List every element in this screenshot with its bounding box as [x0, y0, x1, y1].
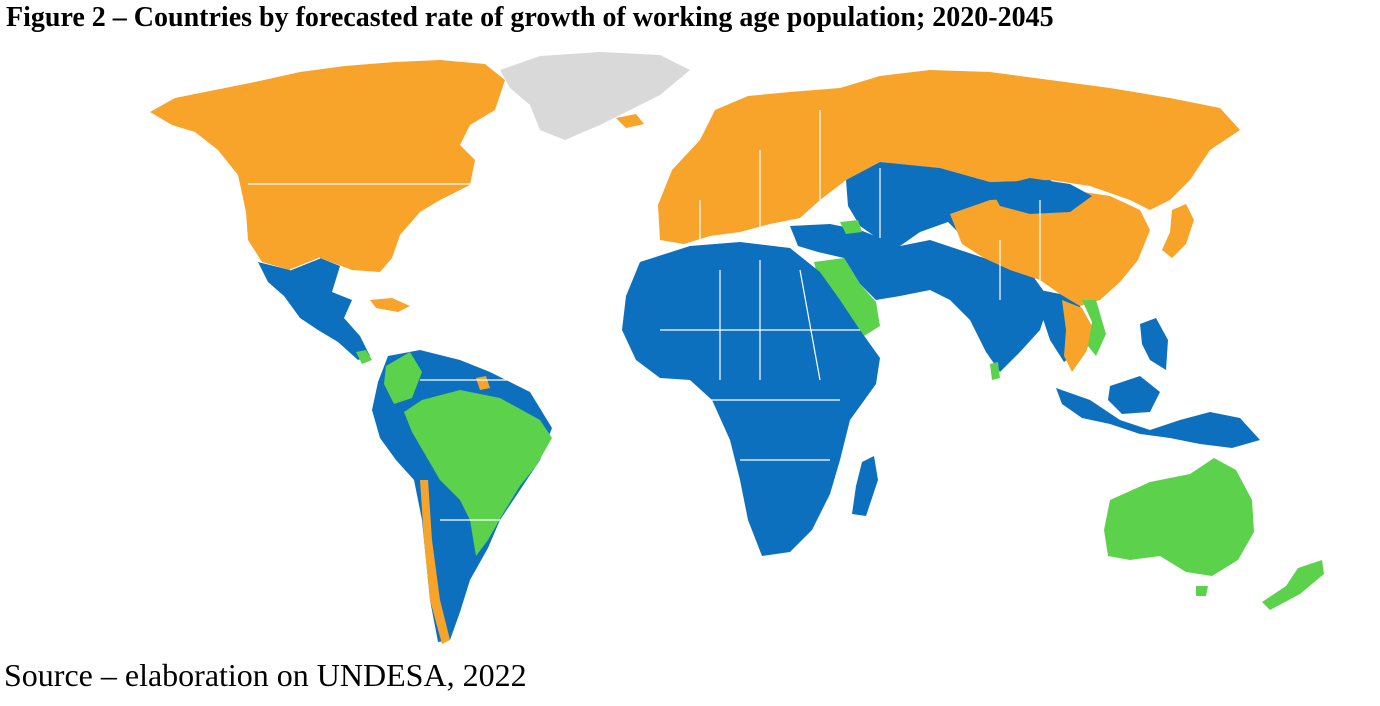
figure-source: Source – elaboration on UNDESA, 2022	[4, 657, 527, 693]
figure-title: Figure 2 – Countries by forecasted rate …	[6, 2, 1054, 33]
north-america-region	[150, 60, 505, 272]
mongolia-blue	[990, 178, 1092, 214]
japan-orange	[1162, 204, 1194, 258]
sri-lanka-green	[990, 362, 1000, 380]
tasmania-green	[1196, 586, 1208, 596]
caribbean-islands	[370, 298, 410, 312]
new-zealand-green	[1262, 560, 1324, 610]
madagascar	[852, 456, 878, 516]
central-america-green	[356, 350, 372, 364]
greenland-region	[500, 52, 690, 140]
philippines	[1140, 318, 1168, 370]
colombia-green	[384, 352, 422, 404]
brazil-green	[404, 390, 552, 556]
arabian-peninsula-green	[814, 258, 880, 336]
mexico-central-america-region	[258, 258, 370, 360]
chile-orange	[420, 480, 450, 644]
europe-russia-region	[658, 70, 1240, 244]
maritime-southeast-asia	[1056, 388, 1260, 448]
africa-region	[622, 242, 880, 556]
world-map	[150, 52, 1324, 644]
caucasus-green	[840, 220, 862, 234]
china-region	[950, 190, 1150, 306]
australia-green	[1104, 458, 1254, 576]
thailand-vietnam-orange	[1062, 300, 1094, 372]
indochina-green	[1082, 300, 1106, 356]
middle-east-south-asia-region	[790, 224, 1050, 372]
country-borders	[248, 110, 1041, 521]
borneo	[1108, 376, 1160, 414]
iceland	[616, 114, 644, 128]
